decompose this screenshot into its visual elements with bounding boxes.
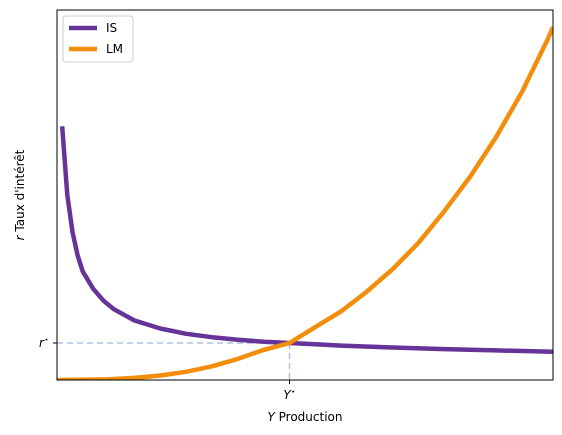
legend-label-is: IS	[106, 21, 117, 35]
y-axis-label: r Taux d'intérêt	[13, 149, 27, 240]
series-line-is	[59, 126, 553, 354]
x-tick-label: Y⋆	[283, 387, 295, 402]
legend: IS LM	[62, 15, 134, 63]
series-line-lm	[57, 26, 553, 380]
axis-ticks: Y⋆ r⋆	[39, 335, 296, 402]
series-layer	[57, 26, 553, 380]
plot-frame	[56, 9, 554, 381]
y-tick-label: r⋆	[39, 335, 49, 350]
x-axis-label: Y Production	[267, 410, 342, 424]
legend-label-lm: LM	[106, 42, 123, 56]
